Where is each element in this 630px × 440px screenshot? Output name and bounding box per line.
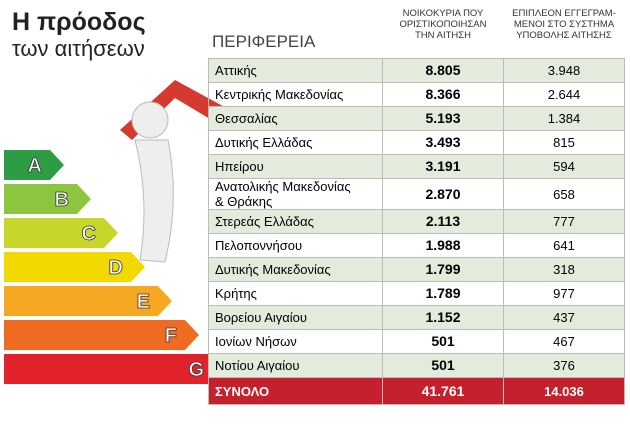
table-cell: 2.644	[503, 82, 625, 107]
table-cell: 594	[503, 154, 625, 179]
column-header: ΝΟΙΚΟΚΥΡΙΑ ΠΟΥ ΟΡΙΣΤΙΚΟΠΟΙΗΣΑΝ ΤΗΝ ΑΙΤΗΣ…	[399, 8, 487, 41]
table-cell: Ιονίων Νήσων	[208, 329, 383, 354]
column-header: ΕΠΙΠΛΕΟΝ ΕΓΓΕΓΡΑΜ- ΜΕΝΟΙ ΣΤΟ ΣΥΣΤΗΜΑ ΥΠΟ…	[512, 8, 616, 41]
figure-head	[131, 101, 169, 139]
table-cell: Δυτικής Ελλάδας	[208, 130, 383, 155]
table: Αττικής 8.805 3.948 Κεντρικής Μακεδονίας 8.3…	[208, 58, 625, 405]
table-cell: 41.761	[382, 377, 504, 405]
table-cell: Δυτικής Μακεδονίας	[208, 257, 383, 282]
table-cell: 318	[503, 257, 625, 282]
table-cell: Ανατολικής Μακεδονίας & Θράκης	[208, 178, 383, 210]
energy-bar	[4, 354, 226, 384]
table-cell: 376	[503, 353, 625, 378]
energy-bar	[4, 150, 64, 180]
table-cell: 8.366	[382, 82, 504, 107]
table-row: Ηπείρου 3.191 594	[208, 154, 625, 179]
table-cell: 3.191	[382, 154, 504, 179]
figure-body	[134, 139, 174, 263]
energy-bar	[4, 184, 91, 214]
table-cell: 777	[503, 209, 625, 234]
table-cell: 658	[503, 178, 625, 210]
energy-letter: G	[188, 359, 204, 381]
table-cell: 977	[503, 281, 625, 306]
table-row: Νοτίου Αιγαίου 501 376	[208, 353, 625, 378]
table-cell: 5.193	[382, 106, 504, 131]
table-cell: 501	[382, 329, 504, 354]
table-cell: 8.805	[382, 58, 504, 83]
column-header: ΠΕΡΙΦΕΡΕΙΑ	[212, 32, 316, 51]
energy-letter: B	[55, 189, 69, 211]
table-row: ΣΥΝΟΛΟ 41.761 14.036	[208, 377, 625, 405]
table-cell: 1.988	[382, 233, 504, 258]
table-cell: 1.152	[382, 305, 504, 330]
table-row: Ιονίων Νήσων 501 467	[208, 329, 625, 354]
table-row: Δυτικής Ελλάδας 3.493 815	[208, 130, 625, 155]
table-row: Αττικής 8.805 3.948	[208, 58, 625, 83]
energy-letter: D	[109, 257, 123, 279]
table-cell: Αττικής	[208, 58, 383, 83]
table-cell: 815	[503, 130, 625, 155]
roof	[120, 80, 230, 140]
energy-bar	[4, 218, 118, 248]
table-row: Κεντρικής Μακεδονίας 8.366 2.644	[208, 82, 625, 107]
table-cell: Βορείου Αιγαίου	[208, 305, 383, 330]
table-row: Στερεάς Ελλάδας 2.113 777	[208, 209, 625, 234]
subtitle: των αιτήσεων	[12, 36, 145, 61]
table-cell: Πελοποννήσου	[208, 233, 383, 258]
energy-bar	[4, 286, 172, 316]
title: Η πρόοδος	[12, 8, 146, 36]
table-cell: Νοτίου Αιγαίου	[208, 353, 383, 378]
table-cell: 501	[382, 353, 504, 378]
table-row: Πελοποννήσου 1.988 641	[208, 233, 625, 258]
energy-letter: C	[82, 223, 96, 245]
table-cell: Ηπείρου	[208, 154, 383, 179]
table-cell: ΣΥΝΟΛΟ	[208, 377, 383, 405]
energy-letter: A	[28, 155, 42, 177]
table-cell: 14.036	[503, 377, 625, 405]
table-cell: 1.384	[503, 106, 625, 131]
table-row: Κρήτης 1.789 977	[208, 281, 625, 306]
table-cell: 437	[503, 305, 625, 330]
table-cell: 1.799	[382, 257, 504, 282]
table-cell: 3.493	[382, 130, 504, 155]
energy-letter: E	[137, 291, 150, 313]
table-cell: Θεσσαλίας	[208, 106, 383, 131]
table-cell: Κρήτης	[208, 281, 383, 306]
table-row: Θεσσαλίας 5.193 1.384	[208, 106, 625, 131]
table-cell: 2.113	[382, 209, 504, 234]
table-cell: 2.870	[382, 178, 504, 210]
table-cell: 1.789	[382, 281, 504, 306]
table-row: Βορείου Αιγαίου 1.152 437	[208, 305, 625, 330]
energy-bar	[4, 252, 145, 282]
table-cell: Στερεάς Ελλάδας	[208, 209, 383, 234]
table-cell: 3.948	[503, 58, 625, 83]
energy-bar	[4, 320, 199, 350]
table-cell: 641	[503, 233, 625, 258]
table-row: Ανατολικής Μακεδονίας & Θράκης 2.870 658	[208, 178, 625, 210]
energy-letter: F	[165, 325, 177, 347]
table-row: Δυτικής Μακεδονίας 1.799 318	[208, 257, 625, 282]
table-cell: Κεντρικής Μακεδονίας	[208, 82, 383, 107]
table-cell: 467	[503, 329, 625, 354]
